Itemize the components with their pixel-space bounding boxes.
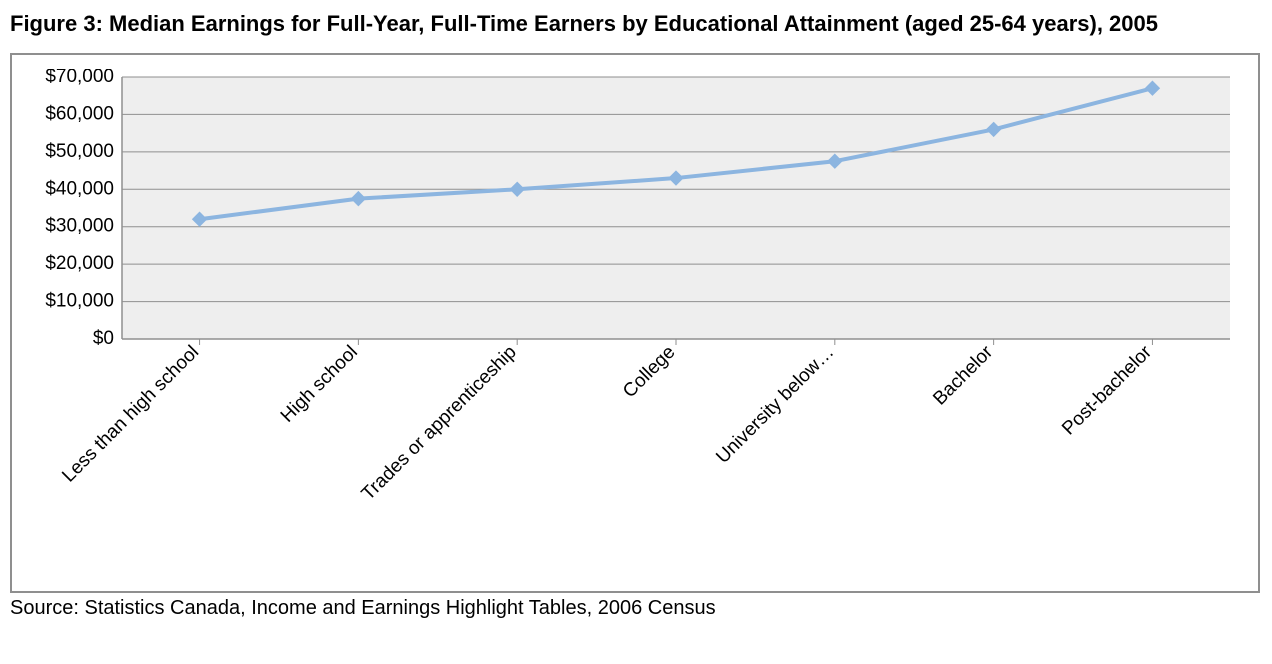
x-tick-label: University below… <box>712 341 838 467</box>
y-tick-label: $70,000 <box>45 69 114 87</box>
y-tick-label: $0 <box>93 328 114 349</box>
chart-container: $0 $10,000 $20,000 $30,000 $40,000 $50,000 $60… <box>10 53 1260 593</box>
source-text: Source: Statistics Canada, Income and Ea… <box>10 597 1262 620</box>
figure-title: Figure 3: Median Earnings for Full-Year,… <box>10 10 1262 39</box>
y-tick-label: $30,000 <box>45 215 114 236</box>
x-tick-label: High school <box>277 341 362 426</box>
x-tick-label: Trades or apprenticeship <box>358 341 521 504</box>
y-tick-label: $10,000 <box>45 290 114 311</box>
x-tick-label: Less than high school <box>58 341 203 486</box>
y-tick-label: $50,000 <box>45 140 114 161</box>
x-tick-label: College <box>619 341 679 401</box>
y-tick-label: $40,000 <box>45 178 114 199</box>
y-tick-label: $20,000 <box>45 253 114 274</box>
x-tick-label: Bachelor <box>929 341 997 409</box>
x-tick-label: Post-bachelor <box>1058 341 1156 439</box>
y-tick-label: $60,000 <box>45 103 114 124</box>
earnings-line-chart: $0 $10,000 $20,000 $30,000 $40,000 $50,000 $60… <box>26 69 1244 585</box>
